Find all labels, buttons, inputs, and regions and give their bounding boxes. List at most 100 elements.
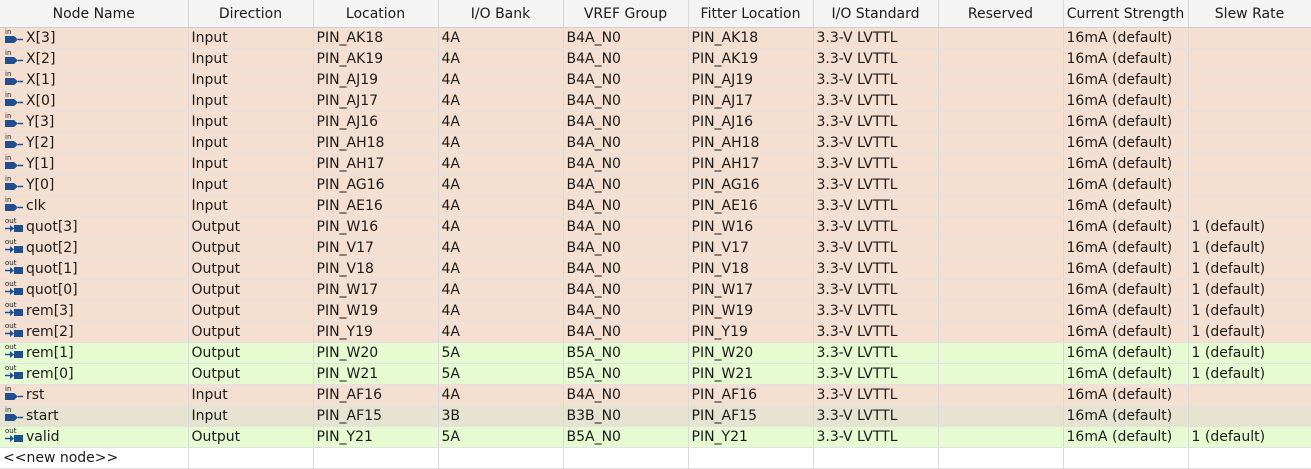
cell-node-name[interactable]: in X[0]	[0, 90, 189, 112]
cell-node-name[interactable]: in start	[0, 405, 189, 427]
cell-location[interactable]: PIN_W20	[313, 342, 439, 364]
cell-io-bank[interactable]: 4A	[438, 90, 564, 112]
empty-cell[interactable]	[313, 447, 439, 469]
table-row[interactable]: in X[2] Input PIN_AK19 4A B4A_N0 PIN_AK19 3.3-V…	[0, 48, 1311, 70]
cell-io-bank[interactable]: 5A	[438, 426, 564, 448]
cell-io-bank[interactable]: 5A	[438, 363, 564, 385]
cell-fitter-location[interactable]: PIN_AG16	[688, 174, 814, 196]
cell-vref-group[interactable]: B4A_N0	[563, 153, 689, 175]
cell-direction[interactable]: Output	[188, 426, 314, 448]
cell-direction[interactable]: Output	[188, 258, 314, 280]
cell-vref-group[interactable]: B4A_N0	[563, 258, 689, 280]
cell-io-standard[interactable]: 3.3-V LVTTL	[813, 258, 939, 280]
col-header-io-bank[interactable]: I/O Bank	[438, 0, 564, 28]
cell-reserved[interactable]	[938, 258, 1064, 280]
cell-reserved[interactable]	[938, 48, 1064, 70]
cell-reserved[interactable]	[938, 111, 1064, 133]
cell-fitter-location[interactable]: PIN_W20	[688, 342, 814, 364]
cell-reserved[interactable]	[938, 384, 1064, 406]
cell-location[interactable]: PIN_AG16	[313, 174, 439, 196]
cell-io-standard[interactable]: 3.3-V LVTTL	[813, 216, 939, 238]
cell-slew-rate[interactable]: 1 (default)	[1188, 426, 1311, 448]
cell-vref-group[interactable]: B5A_N0	[563, 363, 689, 385]
cell-io-standard[interactable]: 3.3-V LVTTL	[813, 405, 939, 427]
cell-io-standard[interactable]: 3.3-V LVTTL	[813, 132, 939, 154]
cell-location[interactable]: PIN_Y19	[313, 321, 439, 343]
cell-node-name[interactable]: out quot[2]	[0, 237, 189, 259]
cell-io-standard[interactable]: 3.3-V LVTTL	[813, 27, 939, 49]
cell-current-strength[interactable]: 16mA (default)	[1063, 216, 1189, 238]
cell-io-bank[interactable]: 3B	[438, 405, 564, 427]
cell-io-bank[interactable]: 4A	[438, 216, 564, 238]
cell-reserved[interactable]	[938, 426, 1064, 448]
cell-node-name[interactable]: out rem[1]	[0, 342, 189, 364]
col-header-io-standard[interactable]: I/O Standard	[813, 0, 939, 28]
cell-location[interactable]: PIN_V18	[313, 258, 439, 280]
cell-location[interactable]: PIN_AH17	[313, 153, 439, 175]
cell-direction[interactable]: Output	[188, 321, 314, 343]
cell-current-strength[interactable]: 16mA (default)	[1063, 300, 1189, 322]
cell-fitter-location[interactable]: PIN_AK18	[688, 27, 814, 49]
cell-vref-group[interactable]: B4A_N0	[563, 216, 689, 238]
cell-slew-rate[interactable]	[1188, 405, 1311, 427]
cell-io-bank[interactable]: 4A	[438, 384, 564, 406]
cell-node-name[interactable]: out valid	[0, 426, 189, 448]
cell-slew-rate[interactable]: 1 (default)	[1188, 300, 1311, 322]
cell-reserved[interactable]	[938, 342, 1064, 364]
cell-current-strength[interactable]: 16mA (default)	[1063, 111, 1189, 133]
cell-node-name[interactable]: in clk	[0, 195, 189, 217]
cell-io-bank[interactable]: 4A	[438, 111, 564, 133]
cell-node-name[interactable]: out quot[1]	[0, 258, 189, 280]
cell-direction[interactable]: Output	[188, 342, 314, 364]
cell-fitter-location[interactable]: PIN_W19	[688, 300, 814, 322]
cell-io-standard[interactable]: 3.3-V LVTTL	[813, 300, 939, 322]
cell-io-standard[interactable]: 3.3-V LVTTL	[813, 153, 939, 175]
cell-reserved[interactable]	[938, 363, 1064, 385]
cell-io-bank[interactable]: 4A	[438, 174, 564, 196]
cell-node-name[interactable]: in X[3]	[0, 27, 189, 49]
cell-vref-group[interactable]: B4A_N0	[563, 48, 689, 70]
cell-reserved[interactable]	[938, 174, 1064, 196]
cell-fitter-location[interactable]: PIN_V17	[688, 237, 814, 259]
cell-vref-group[interactable]: B4A_N0	[563, 90, 689, 112]
cell-direction[interactable]: Input	[188, 405, 314, 427]
empty-cell[interactable]	[688, 447, 814, 469]
cell-direction[interactable]: Input	[188, 174, 314, 196]
cell-current-strength[interactable]: 16mA (default)	[1063, 48, 1189, 70]
cell-node-name[interactable]: in Y[1]	[0, 153, 189, 175]
cell-vref-group[interactable]: B3B_N0	[563, 405, 689, 427]
cell-current-strength[interactable]: 16mA (default)	[1063, 363, 1189, 385]
cell-io-standard[interactable]: 3.3-V LVTTL	[813, 90, 939, 112]
cell-fitter-location[interactable]: PIN_W17	[688, 279, 814, 301]
cell-location[interactable]: PIN_V17	[313, 237, 439, 259]
cell-reserved[interactable]	[938, 279, 1064, 301]
cell-fitter-location[interactable]: PIN_AF16	[688, 384, 814, 406]
cell-slew-rate[interactable]	[1188, 384, 1311, 406]
cell-direction[interactable]: Output	[188, 279, 314, 301]
cell-io-bank[interactable]: 4A	[438, 48, 564, 70]
cell-io-bank[interactable]: 4A	[438, 321, 564, 343]
cell-slew-rate[interactable]: 1 (default)	[1188, 363, 1311, 385]
cell-vref-group[interactable]: B4A_N0	[563, 384, 689, 406]
cell-node-name[interactable]: in X[1]	[0, 69, 189, 91]
cell-direction[interactable]: Output	[188, 216, 314, 238]
cell-node-name[interactable]: out rem[3]	[0, 300, 189, 322]
cell-io-bank[interactable]: 4A	[438, 132, 564, 154]
cell-direction[interactable]: Input	[188, 27, 314, 49]
cell-node-name[interactable]: in X[2]	[0, 48, 189, 70]
cell-fitter-location[interactable]: PIN_AH17	[688, 153, 814, 175]
cell-slew-rate[interactable]	[1188, 90, 1311, 112]
cell-fitter-location[interactable]: PIN_AJ19	[688, 69, 814, 91]
cell-node-name[interactable]: in Y[3]	[0, 111, 189, 133]
cell-io-standard[interactable]: 3.3-V LVTTL	[813, 426, 939, 448]
cell-vref-group[interactable]: B4A_N0	[563, 195, 689, 217]
cell-direction[interactable]: Input	[188, 195, 314, 217]
cell-fitter-location[interactable]: PIN_AF15	[688, 405, 814, 427]
cell-location[interactable]: PIN_W17	[313, 279, 439, 301]
cell-current-strength[interactable]: 16mA (default)	[1063, 195, 1189, 217]
cell-location[interactable]: PIN_AF16	[313, 384, 439, 406]
cell-direction[interactable]: Output	[188, 363, 314, 385]
cell-fitter-location[interactable]: PIN_V18	[688, 258, 814, 280]
cell-vref-group[interactable]: B4A_N0	[563, 300, 689, 322]
cell-vref-group[interactable]: B4A_N0	[563, 321, 689, 343]
